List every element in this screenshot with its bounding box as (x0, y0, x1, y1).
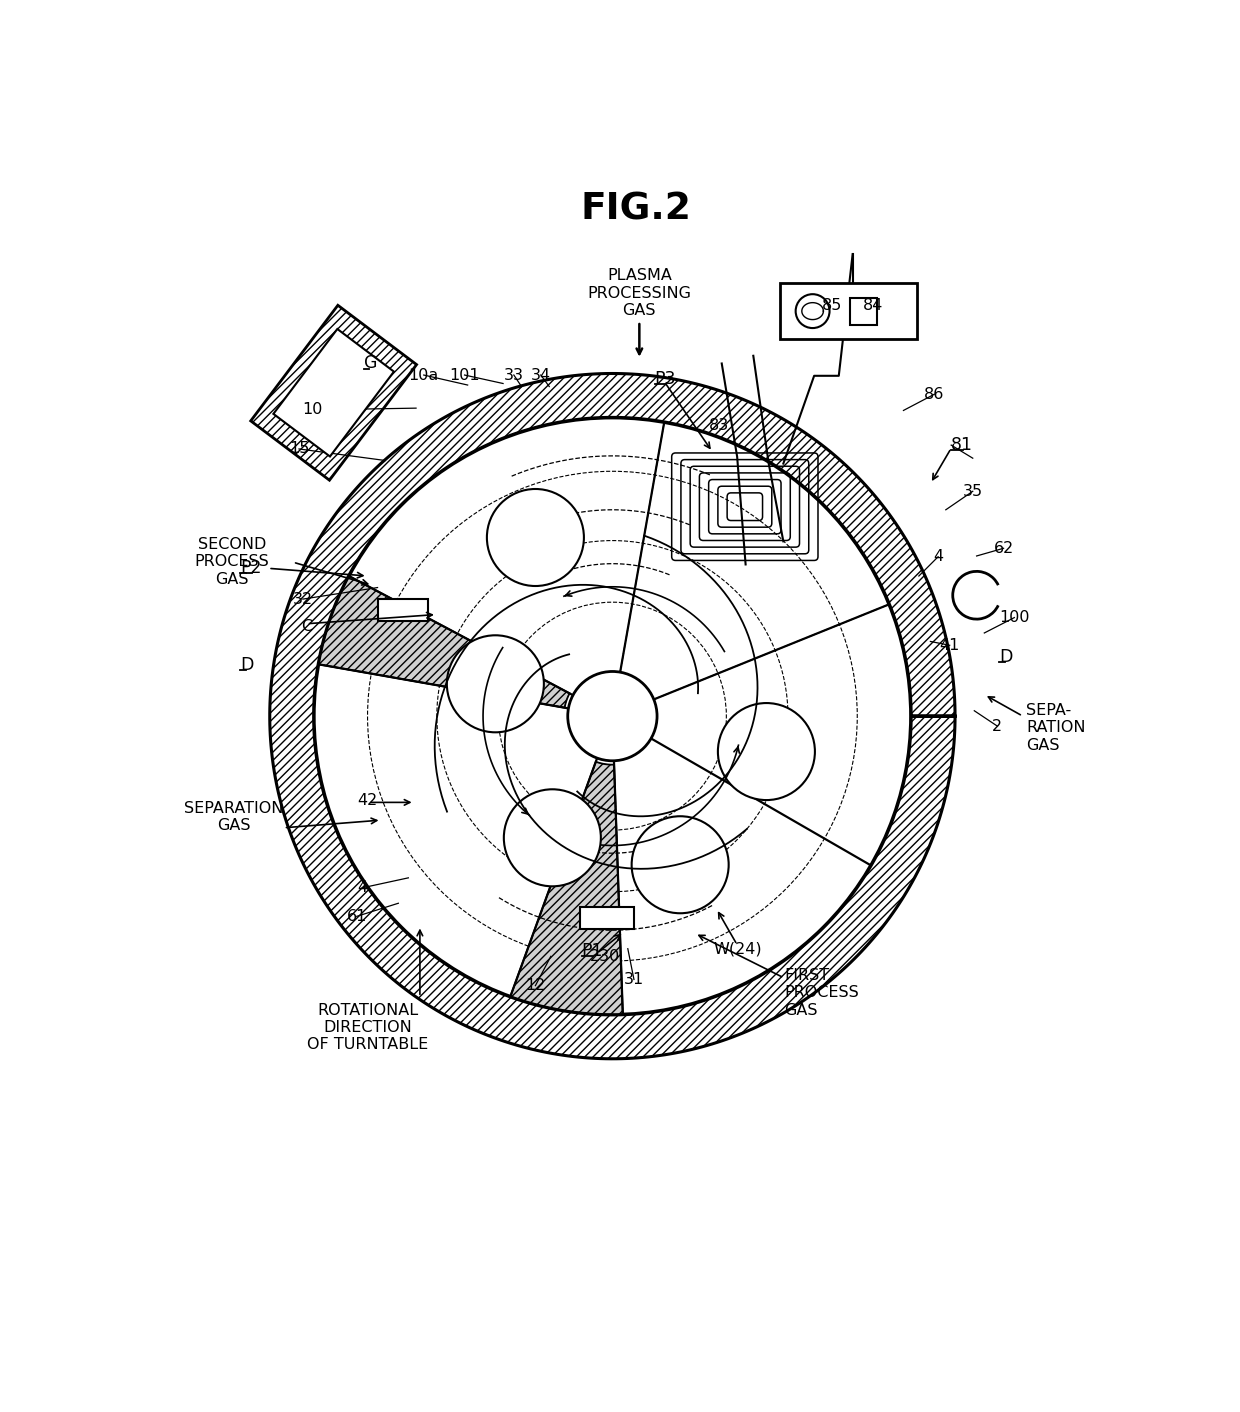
Polygon shape (319, 576, 569, 707)
Text: 230: 230 (589, 949, 620, 964)
Circle shape (446, 635, 544, 733)
Text: 86: 86 (924, 387, 945, 402)
Circle shape (503, 789, 601, 887)
Text: 4: 4 (932, 549, 944, 565)
Text: ROTATIONAL
DIRECTION
OF TURNTABLE: ROTATIONAL DIRECTION OF TURNTABLE (308, 1003, 428, 1052)
Circle shape (631, 816, 729, 914)
Text: 12: 12 (526, 979, 546, 993)
Text: P3: P3 (655, 370, 676, 388)
Text: 83: 83 (708, 418, 729, 432)
Text: 15: 15 (289, 442, 309, 456)
Text: SEPA-
RATION
GAS: SEPA- RATION GAS (1025, 703, 1085, 753)
Text: 10: 10 (301, 402, 322, 417)
Text: 101: 101 (449, 367, 480, 383)
Text: 34: 34 (531, 367, 551, 383)
Text: 84: 84 (863, 298, 883, 313)
Text: C: C (301, 618, 312, 634)
Text: D: D (241, 655, 254, 674)
Text: 32: 32 (293, 592, 312, 607)
Text: P2: P2 (241, 559, 262, 576)
Text: 100: 100 (999, 610, 1029, 626)
Text: FIRST
PROCESS
GAS: FIRST PROCESS GAS (784, 969, 859, 1018)
Text: 61: 61 (346, 909, 367, 923)
Circle shape (487, 489, 584, 586)
Bar (780, 284, 918, 339)
Circle shape (315, 418, 910, 1014)
Circle shape (568, 672, 657, 761)
Text: 33: 33 (503, 367, 523, 383)
Text: 10a: 10a (409, 367, 439, 383)
Text: 31: 31 (624, 971, 644, 987)
Text: W(24): W(24) (713, 942, 763, 956)
Text: 4: 4 (357, 880, 367, 895)
Polygon shape (273, 329, 394, 456)
Text: 42: 42 (357, 794, 378, 808)
Text: PLASMA
PROCESSING
GAS: PLASMA PROCESSING GAS (588, 268, 692, 318)
Bar (580, 907, 634, 929)
Circle shape (718, 703, 815, 801)
Bar (377, 599, 428, 621)
Text: 35: 35 (962, 484, 983, 498)
Text: 81: 81 (951, 436, 973, 455)
Text: D: D (999, 648, 1012, 666)
Text: FIG.2: FIG.2 (580, 192, 691, 227)
Text: P1: P1 (582, 942, 603, 960)
Polygon shape (270, 374, 955, 1059)
Text: 62: 62 (993, 541, 1013, 556)
Bar (849, 298, 877, 325)
Text: 85: 85 (822, 298, 842, 313)
Text: SECOND
PROCESS
GAS: SECOND PROCESS GAS (195, 537, 269, 586)
Text: SEPARATION
GAS: SEPARATION GAS (184, 801, 283, 833)
Text: G: G (363, 354, 377, 373)
Polygon shape (250, 305, 417, 480)
Text: 2: 2 (992, 719, 1002, 734)
Text: 41: 41 (940, 638, 960, 652)
Polygon shape (511, 761, 622, 1014)
